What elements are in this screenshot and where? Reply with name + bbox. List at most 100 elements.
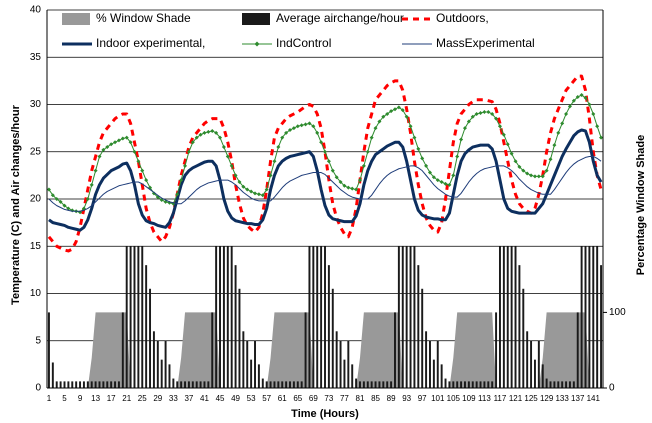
bar (75, 381, 78, 388)
bar (467, 381, 470, 388)
bar (475, 381, 478, 388)
point-marker (330, 168, 335, 173)
x-tick-label: 105 (447, 394, 461, 403)
bar (285, 381, 288, 388)
point-marker (323, 149, 327, 154)
point-marker (462, 126, 467, 131)
bar (79, 381, 82, 388)
bar (230, 246, 233, 388)
point-marker (50, 193, 55, 198)
bar (273, 381, 276, 388)
bar (584, 246, 587, 388)
point-marker (579, 93, 584, 98)
point-marker (361, 163, 366, 168)
bar (211, 312, 214, 388)
point-marker (334, 175, 339, 180)
bar (234, 265, 237, 388)
bar (106, 381, 109, 388)
bar (102, 381, 105, 388)
bar (133, 246, 136, 388)
point-marker (509, 151, 514, 156)
point-marker (474, 111, 479, 116)
x-tick-label: 117 (494, 394, 507, 403)
y2-axis-label: Percentage Window Shade (635, 135, 647, 276)
bar (343, 359, 346, 388)
point-marker (116, 138, 121, 143)
point-marker (326, 159, 331, 164)
point-marker (101, 147, 106, 152)
point-marker (346, 185, 351, 190)
bar (242, 331, 245, 388)
point-marker (595, 124, 600, 129)
bar (464, 381, 466, 388)
point-marker (420, 156, 425, 161)
point-marker (517, 164, 522, 169)
bar (417, 265, 420, 388)
point-marker (194, 135, 199, 140)
point-marker (179, 178, 184, 183)
point-marker (365, 149, 370, 154)
bar (549, 381, 552, 388)
bar (592, 246, 595, 388)
point-marker (536, 174, 541, 179)
point-marker (392, 107, 397, 112)
bar (331, 288, 334, 388)
bar (90, 381, 93, 388)
bar (440, 364, 443, 388)
bar (164, 340, 167, 388)
legend-item: Outdoors, (402, 11, 489, 25)
x-tick-label: 81 (356, 394, 365, 403)
bar (63, 381, 66, 388)
x-tick-label: 25 (138, 394, 147, 403)
bar (203, 381, 206, 388)
bar (327, 265, 330, 388)
bar (429, 340, 431, 388)
x-tick-label: 93 (402, 394, 411, 403)
y-axis-label: Temperature (C) and Air changes/hour (10, 104, 22, 305)
bar (141, 246, 144, 388)
bar (67, 381, 70, 388)
series-line (47, 74, 603, 253)
bar (557, 381, 560, 388)
bar (491, 381, 494, 388)
point-marker (307, 121, 312, 126)
x-tick-label: 129 (540, 394, 554, 403)
bar (471, 381, 474, 388)
bar (129, 246, 132, 388)
bar (533, 359, 536, 388)
point-marker (439, 179, 444, 184)
point-marker (186, 149, 191, 154)
point-marker (455, 154, 460, 159)
bar (296, 381, 299, 388)
point-marker (225, 154, 230, 159)
bar (506, 246, 509, 388)
legend-marker (254, 41, 260, 47)
point-marker (241, 184, 246, 189)
point-marker (567, 104, 572, 109)
point-marker (447, 182, 452, 187)
x-tick-label: 57 (262, 394, 271, 403)
x-tick-label: 5 (62, 394, 67, 403)
x-axis-label: Time (Hours) (291, 408, 359, 420)
point-marker (144, 178, 149, 183)
bar (495, 312, 498, 388)
point-marker (505, 142, 510, 147)
bar (370, 381, 373, 388)
x-tick-label: 45 (216, 394, 225, 403)
point-marker (389, 109, 394, 114)
point-marker (575, 94, 580, 99)
bar (114, 381, 117, 388)
bar (226, 246, 229, 388)
point-marker (319, 140, 324, 145)
point-marker (284, 130, 289, 135)
point-marker (521, 168, 526, 173)
bar (394, 312, 396, 388)
x-tick-label: 17 (107, 394, 116, 403)
point-marker (350, 186, 355, 191)
bar (483, 381, 486, 388)
bar (588, 246, 591, 388)
point-marker (175, 192, 180, 197)
x-tick-label: 69 (309, 394, 318, 403)
point-marker (416, 146, 421, 151)
x-tick-label: 21 (122, 394, 131, 403)
